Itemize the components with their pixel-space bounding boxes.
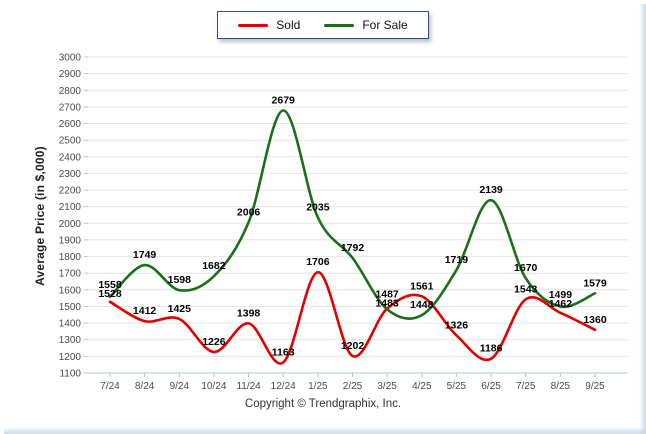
legend: Sold For Sale: [0, 11, 646, 39]
svg-text:3000: 3000: [59, 53, 82, 64]
svg-text:1561: 1561: [410, 280, 434, 292]
svg-text:1800: 1800: [59, 252, 82, 263]
svg-text:2/25: 2/25: [343, 381, 363, 392]
svg-text:9/24: 9/24: [170, 381, 190, 392]
svg-text:1528: 1528: [98, 288, 122, 300]
svg-text:1202: 1202: [341, 340, 365, 352]
svg-text:1300: 1300: [59, 335, 82, 346]
svg-text:1700: 1700: [59, 269, 82, 280]
svg-text:2100: 2100: [59, 202, 82, 213]
svg-text:2139: 2139: [479, 184, 503, 196]
svg-text:1670: 1670: [514, 262, 538, 274]
svg-text:10/24: 10/24: [201, 381, 226, 392]
svg-text:2679: 2679: [272, 94, 296, 106]
svg-text:1448: 1448: [410, 299, 434, 311]
svg-text:1900: 1900: [59, 235, 82, 246]
svg-text:1598: 1598: [168, 274, 192, 286]
svg-text:1579: 1579: [583, 277, 607, 289]
svg-text:2400: 2400: [59, 152, 82, 163]
svg-text:9/25: 9/25: [585, 381, 605, 392]
svg-text:1226: 1226: [202, 336, 226, 348]
page-edge-shadow-right: [639, 4, 646, 434]
svg-text:1558: 1558: [98, 279, 122, 291]
svg-text:3/25: 3/25: [377, 381, 397, 392]
svg-text:1100: 1100: [59, 369, 81, 380]
svg-text:1200: 1200: [59, 352, 82, 363]
svg-text:11/24: 11/24: [236, 381, 261, 392]
svg-text:2600: 2600: [59, 119, 82, 130]
legend-item-sold: Sold: [238, 18, 300, 32]
svg-text:1543: 1543: [514, 283, 538, 295]
svg-text:2035: 2035: [306, 202, 330, 214]
svg-text:1326: 1326: [445, 319, 469, 331]
svg-text:1186: 1186: [480, 343, 503, 355]
svg-text:1600: 1600: [59, 285, 82, 296]
svg-text:1398: 1398: [237, 307, 261, 319]
sold-line-swatch: [238, 23, 269, 27]
svg-text:8/25: 8/25: [551, 381, 571, 392]
svg-text:2700: 2700: [59, 102, 82, 113]
svg-text:1792: 1792: [341, 242, 365, 254]
svg-text:1163: 1163: [272, 347, 295, 359]
legend-box: Sold For Sale: [217, 11, 429, 39]
svg-text:2000: 2000: [59, 219, 82, 230]
svg-text:1500: 1500: [59, 302, 82, 313]
svg-text:1719: 1719: [445, 254, 469, 266]
page-edge-shadow-bottom: [4, 427, 646, 434]
legend-label-sold: Sold: [276, 18, 301, 32]
for-sale-line-swatch: [324, 23, 355, 27]
svg-text:1749: 1749: [133, 249, 157, 261]
svg-text:1706: 1706: [306, 256, 330, 268]
svg-text:2900: 2900: [59, 69, 82, 80]
svg-text:1412: 1412: [133, 305, 157, 317]
svg-text:1499: 1499: [549, 289, 573, 301]
svg-text:6/25: 6/25: [481, 381, 501, 392]
svg-text:1/25: 1/25: [308, 381, 328, 392]
svg-text:2300: 2300: [59, 169, 82, 180]
svg-text:5/25: 5/25: [447, 381, 467, 392]
svg-text:1483: 1483: [375, 298, 399, 310]
svg-text:12/24: 12/24: [271, 381, 296, 392]
svg-text:7/25: 7/25: [516, 381, 536, 392]
svg-text:1682: 1682: [202, 260, 226, 272]
svg-text:1360: 1360: [583, 314, 607, 326]
svg-text:1487: 1487: [375, 289, 399, 301]
svg-text:2800: 2800: [59, 86, 82, 97]
svg-text:2006: 2006: [237, 206, 261, 218]
svg-text:2500: 2500: [59, 136, 82, 147]
svg-text:7/24: 7/24: [100, 381, 120, 392]
legend-label-for-sale: For Sale: [362, 18, 408, 32]
svg-text:1425: 1425: [168, 303, 192, 315]
svg-text:1462: 1462: [549, 298, 573, 310]
svg-text:4/25: 4/25: [412, 381, 432, 392]
legend-item-for-sale: For Sale: [324, 18, 408, 32]
svg-text:8/24: 8/24: [135, 381, 155, 392]
copyright-text: Copyright © Trendgraphix, Inc.: [244, 398, 402, 410]
svg-text:2200: 2200: [59, 186, 82, 197]
svg-text:1400: 1400: [59, 319, 82, 330]
